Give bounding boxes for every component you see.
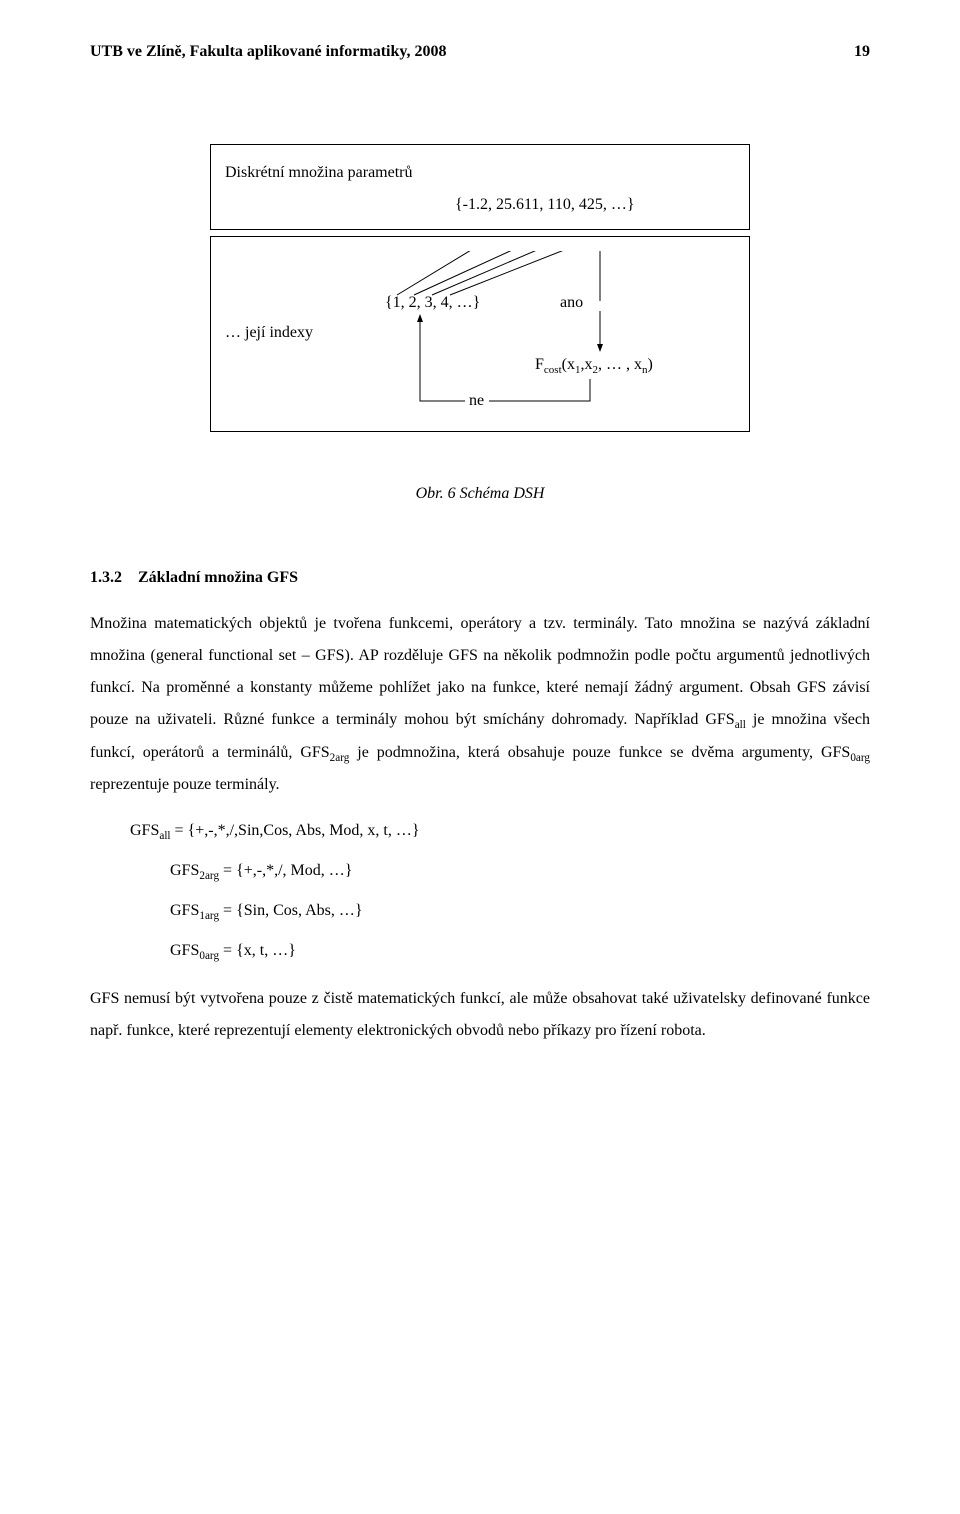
sub-2arg-1: 2arg <box>330 752 350 764</box>
formula-2arg: GFS2arg = {+,-,*,/, Mod, …} <box>170 859 870 885</box>
page-header: UTB ve Zlíně, Fakulta aplikované informa… <box>90 40 870 64</box>
formula-0arg-sub: 0arg <box>199 950 219 962</box>
formula-1arg-rest: = {Sin, Cos, Abs, …} <box>219 902 363 919</box>
box2-label: … její indexy <box>225 324 313 341</box>
diagram-box-1: Diskrétní množina parametrů {-1.2, 25.61… <box>210 144 750 230</box>
section-number: 1.3.2 <box>90 569 122 586</box>
formula-all-rest: = {+,-,*,/,Sin,Cos, Abs, Mod, x, t, …} <box>171 822 420 839</box>
branch-no-label: ne <box>469 392 484 409</box>
arrow-2 <box>414 251 532 295</box>
formula-0arg-rest: = {x, t, …} <box>219 942 296 959</box>
section-heading: 1.3.2 Základní množina GFS <box>90 566 870 590</box>
formula-1arg-prefix: GFS <box>170 902 199 919</box>
formula-0arg: GFS0arg = {x, t, …} <box>170 939 870 965</box>
formula-2arg-rest: = {+,-,*,/, Mod, …} <box>219 862 352 879</box>
formula-2arg-prefix: GFS <box>170 862 199 879</box>
header-title: UTB ve Zlíně, Fakulta aplikované informa… <box>90 40 446 64</box>
formula-1arg: GFS1arg = {Sin, Cos, Abs, …} <box>170 899 870 925</box>
formula-0arg-prefix: GFS <box>170 942 199 959</box>
para1-d: reprezentuje pouze terminály. <box>90 776 280 793</box>
diagram-container: Diskrétní množina parametrů {-1.2, 25.61… <box>210 144 750 432</box>
box1-values: {-1.2, 25.611, 110, 425, …} <box>455 196 635 213</box>
figure-caption: Obr. 6 Schéma DSH <box>90 482 870 506</box>
cost-fn-text: Fcost(x1,x2, … , xn) <box>535 356 653 376</box>
box2-values: {1, 2, 3, 4, …} <box>385 294 480 311</box>
formula-2arg-sub: 2arg <box>199 870 219 882</box>
paragraph-1: Množina matematických objektů je tvořena… <box>90 608 870 801</box>
arrow-1 <box>397 251 486 295</box>
formula-1arg-sub: 1arg <box>199 910 219 922</box>
formula-all: GFSall = {+,-,*,/,Sin,Cos, Abs, Mod, x, … <box>130 819 870 845</box>
section-title: Základní množina GFS <box>138 569 298 586</box>
box1-label: Diskrétní množina parametrů <box>225 164 413 181</box>
diagram-box-2: {1, 2, 3, 4, …} ano … její indexy Fcost(… <box>210 236 750 432</box>
sub-0arg-1: 0arg <box>850 752 870 764</box>
formula-all-prefix: GFS <box>130 822 159 839</box>
sub-all-1: all <box>735 719 746 731</box>
para1-c: je podmnožina, která obsahuje pouze funk… <box>349 744 850 761</box>
paragraph-2: GFS nemusí být vytvořena pouze z čistě m… <box>90 983 870 1047</box>
formula-all-sub: all <box>159 830 170 842</box>
diagram-box-2-svg: {1, 2, 3, 4, …} ano … její indexy Fcost(… <box>225 251 735 421</box>
diagram-box-1-svg: Diskrétní množina parametrů {-1.2, 25.61… <box>225 159 735 219</box>
header-page-number: 19 <box>854 40 870 64</box>
branch-yes-label: ano <box>560 294 583 311</box>
